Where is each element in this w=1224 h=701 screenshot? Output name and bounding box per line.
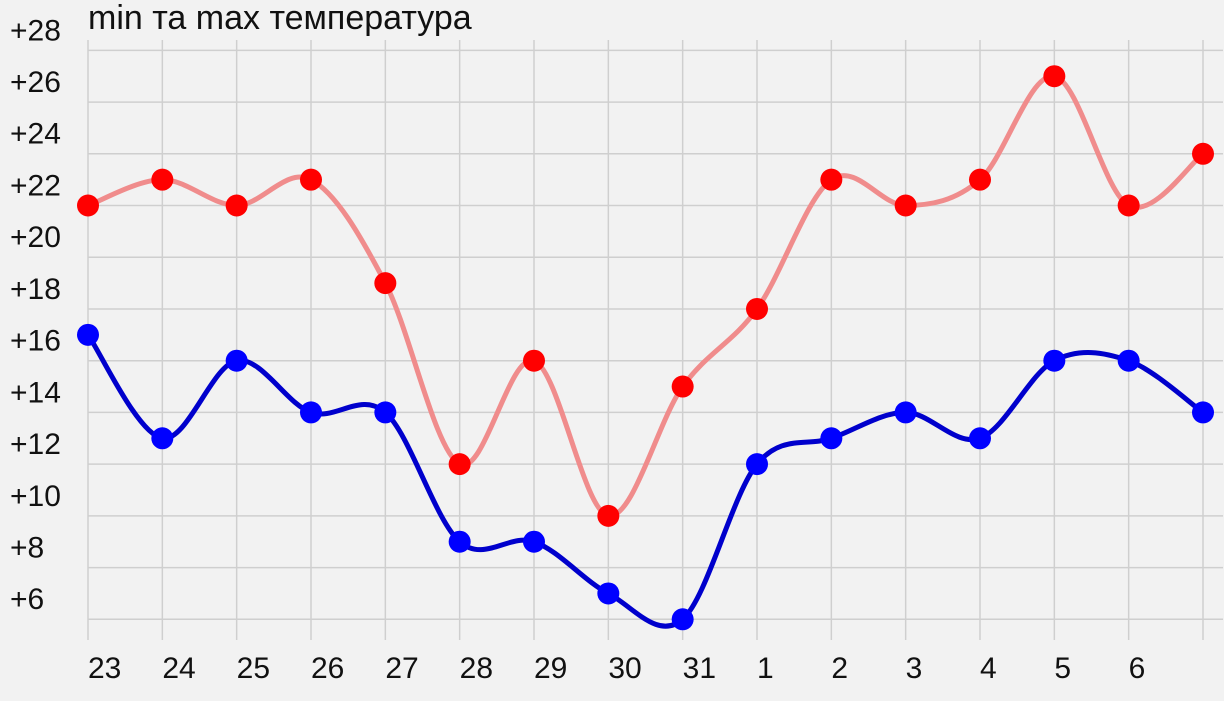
y-tick-label: +18 bbox=[10, 273, 61, 306]
x-tick-label: 26 bbox=[311, 652, 344, 685]
x-tick-label: 24 bbox=[162, 652, 195, 685]
x-tick-label: 4 bbox=[980, 652, 997, 685]
data-point bbox=[671, 608, 694, 631]
data-point bbox=[597, 504, 620, 527]
data-point bbox=[300, 401, 322, 424]
x-tick-label: 29 bbox=[534, 652, 567, 685]
data-point bbox=[1117, 194, 1140, 217]
data-point bbox=[597, 582, 620, 605]
data-point bbox=[820, 427, 843, 450]
y-tick-label: +12 bbox=[10, 428, 61, 461]
x-tick-label: 2 bbox=[831, 652, 848, 685]
series-line bbox=[85, 333, 1205, 629]
data-point bbox=[894, 194, 917, 217]
data-point bbox=[671, 375, 694, 398]
y-tick-label: +24 bbox=[10, 118, 61, 151]
x-tick-label: 25 bbox=[237, 652, 270, 685]
chart-title: min та max температура bbox=[88, 0, 472, 37]
x-tick-label: 30 bbox=[608, 652, 641, 685]
data-point bbox=[77, 194, 99, 217]
data-point bbox=[448, 453, 471, 476]
y-tick-label: +26 bbox=[10, 66, 61, 99]
data-point bbox=[894, 401, 917, 424]
data-point bbox=[300, 168, 322, 191]
data-point bbox=[1043, 65, 1066, 88]
y-tick-label: +14 bbox=[10, 376, 61, 409]
data-point bbox=[523, 349, 545, 372]
data-point bbox=[969, 427, 991, 450]
y-tick-label: +28 bbox=[10, 14, 61, 47]
y-tick-label: +22 bbox=[10, 169, 61, 202]
data-point bbox=[523, 530, 545, 553]
x-tick-label: 5 bbox=[1054, 652, 1071, 685]
y-tick-label: +6 bbox=[10, 583, 44, 616]
y-tick-label: +16 bbox=[10, 325, 61, 358]
data-point bbox=[1192, 142, 1214, 165]
series-line bbox=[87, 73, 1205, 519]
y-tick-label: +20 bbox=[10, 221, 61, 254]
x-tick-label: 28 bbox=[460, 652, 493, 685]
x-tick-label: 3 bbox=[906, 652, 923, 685]
data-point bbox=[225, 349, 248, 372]
data-point bbox=[77, 323, 99, 346]
data-point bbox=[1117, 349, 1140, 372]
data-point bbox=[746, 297, 768, 320]
x-tick-label: 27 bbox=[385, 652, 418, 685]
data-point bbox=[969, 168, 991, 191]
data-point bbox=[374, 401, 397, 424]
x-tick-label: 6 bbox=[1129, 652, 1146, 685]
y-tick-label: +8 bbox=[10, 532, 44, 565]
data-point bbox=[225, 194, 248, 217]
data-point bbox=[151, 427, 174, 450]
x-tick-label: 31 bbox=[683, 652, 716, 685]
data-point bbox=[448, 530, 471, 553]
data-point bbox=[374, 272, 397, 295]
data-point bbox=[151, 168, 174, 191]
x-tick-label: 1 bbox=[757, 652, 774, 685]
y-tick-label: +10 bbox=[10, 480, 61, 513]
data-point bbox=[1043, 349, 1066, 372]
data-point bbox=[820, 168, 843, 191]
x-tick-label: 23 bbox=[88, 652, 121, 685]
data-point bbox=[746, 453, 768, 476]
data-point bbox=[1192, 401, 1214, 424]
